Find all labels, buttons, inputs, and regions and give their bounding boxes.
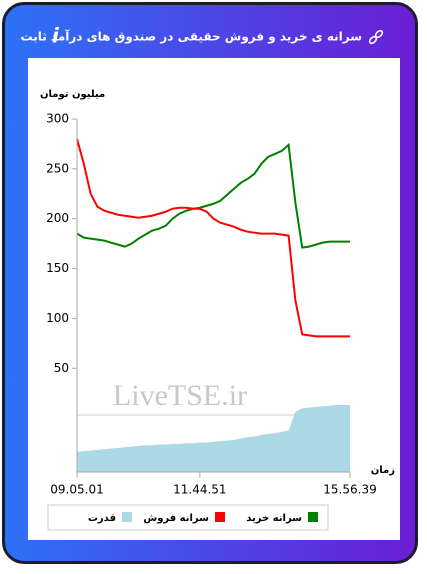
legend-swatch [308, 512, 318, 522]
x-tick-label: 11.44.51 [173, 483, 226, 497]
y-tick-label: 300 [46, 112, 69, 126]
legend-label: قدرت [88, 513, 116, 524]
y-axis-label: میلیون تومان [40, 89, 105, 100]
legend-swatch [122, 512, 132, 522]
link-icon [368, 29, 384, 45]
x-tick-label: 15.56.39 [323, 483, 376, 497]
y-tick-label: 50 [54, 361, 69, 375]
legend-box [47, 504, 329, 531]
series-line [76, 138, 350, 338]
y-tick-label: 100 [46, 311, 69, 325]
power-area [77, 405, 350, 472]
legend-swatch [215, 512, 225, 522]
info-icon[interactable]: i [52, 24, 60, 48]
chart-title: سرانه ی خرید و فروش حقیقی در صندوق های د… [20, 29, 362, 45]
y-tick-label: 200 [46, 211, 69, 225]
x-axis-label: زمان [371, 465, 395, 476]
x-tick-label: 09.05.01 [50, 483, 103, 497]
y-tick-label: 250 [46, 161, 69, 175]
legend-label: سرانه فروش [143, 513, 209, 524]
watermark: LiveTSE.ir [113, 379, 247, 412]
y-tick-label: 150 [46, 261, 69, 275]
legend-label: سرانه خرید [246, 513, 302, 524]
series-line [76, 142, 350, 249]
